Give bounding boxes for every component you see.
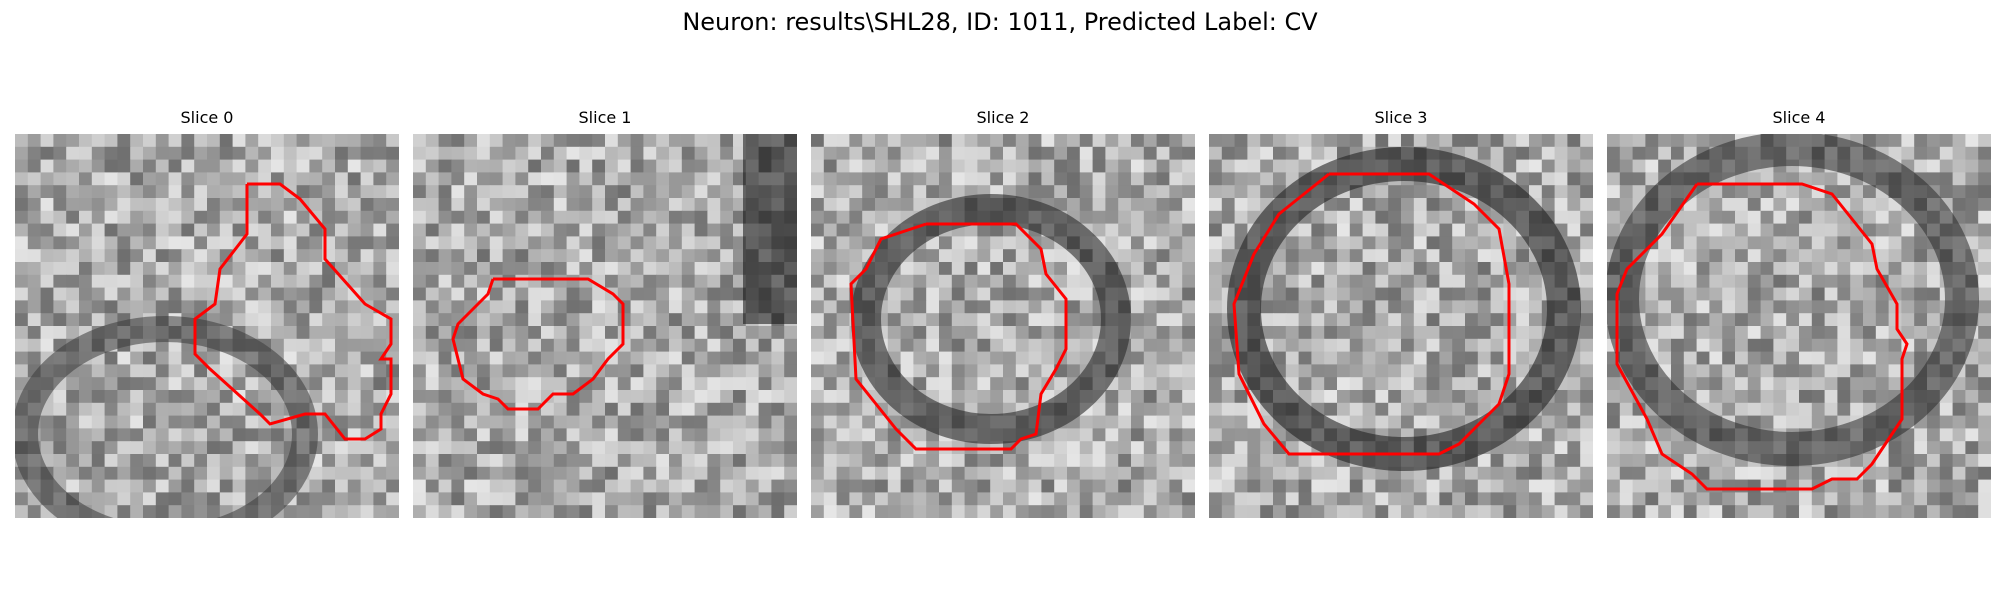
panel-title: Slice 1 [578,108,632,127]
figure-title: Neuron: results\SHL28, ID: 1011, Predict… [682,8,1318,36]
contour-outline [451,277,625,411]
slice-2-image [811,134,1195,518]
panel-title: Slice 3 [1374,108,1428,127]
slice-0-image [15,134,399,518]
panel-slice-3: Slice 3 [1209,108,1593,518]
contour-outline [193,182,393,441]
panel-slice-2: Slice 2 [811,108,1195,518]
panel-title: Slice 2 [976,108,1030,127]
panel-slice-4: Slice 4 [1607,108,1991,518]
contour-outline [1232,172,1511,456]
panel-title: Slice 0 [180,108,234,127]
slice-3-image [1209,134,1593,518]
contour-outline [849,222,1068,451]
contour-outline [1615,182,1909,491]
slice-4-image [1607,134,1991,518]
panel-slice-0: Slice 0 [15,108,399,518]
slice-1-image [413,134,797,518]
panel-title: Slice 4 [1772,108,1826,127]
panel-slice-1: Slice 1 [413,108,797,518]
